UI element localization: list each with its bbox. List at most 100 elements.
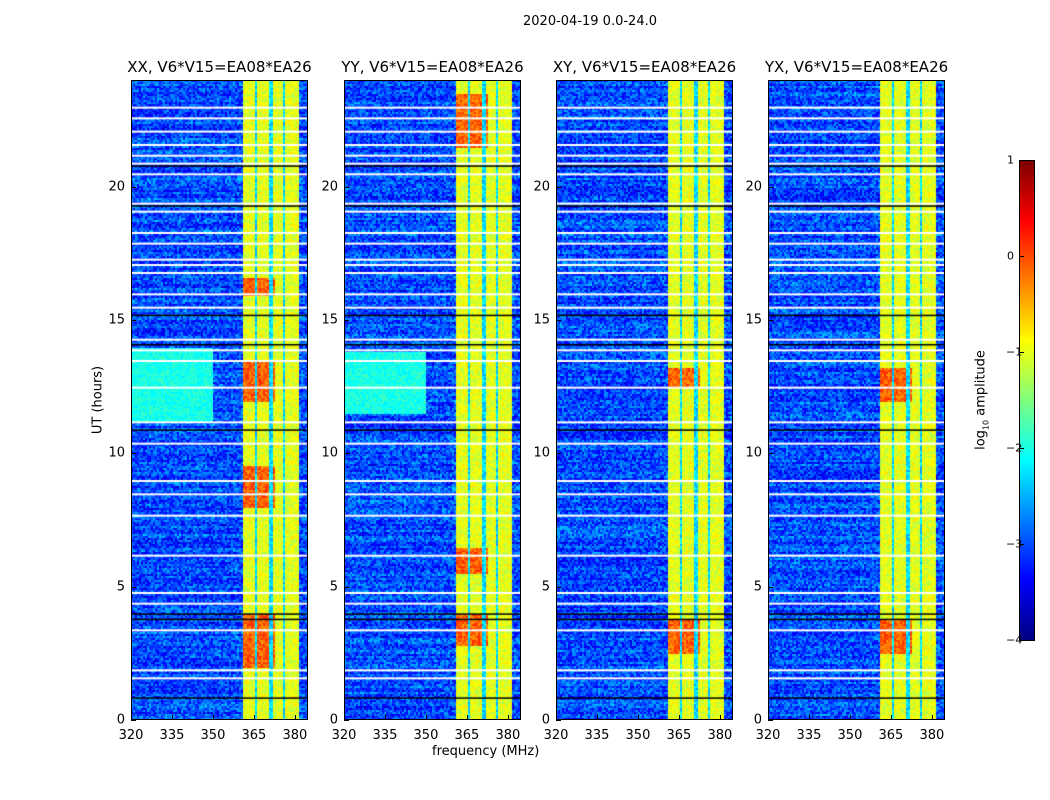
colorbar-tick-label: −2 [1006, 441, 1023, 455]
x-tick-mark [596, 715, 598, 720]
x-tick-mark [294, 715, 296, 720]
y-tick-mark [131, 453, 136, 455]
y-tick-mark [556, 320, 561, 321]
x-tick-mark [808, 715, 810, 720]
x-tick-label: 335 [372, 728, 398, 743]
colorbar-tick-mark [1019, 352, 1024, 353]
colorbar-tick-label: 1 [1007, 153, 1014, 167]
x-tick-mark [849, 715, 851, 720]
y-tick-mark [344, 320, 349, 321]
y-tick-label: 15 [108, 312, 125, 328]
x-tick-label: 350 [625, 728, 651, 743]
panel-title: YX, V6*V15=EA08*EA26 [764, 58, 949, 76]
x-tick-label: 320 [543, 728, 569, 743]
y-tick-label: 10 [321, 445, 338, 461]
x-tick-mark [425, 715, 427, 720]
y-tick-mark [131, 586, 136, 588]
y-tick-mark [768, 586, 773, 588]
y-tick-label: 20 [745, 179, 762, 195]
y-tick-mark [556, 720, 561, 721]
waterfall-panel: YY, V6*V15=EA08*EA26 320 335 350 365 380 0 5 10 1… [321, 58, 523, 743]
y-tick-mark [344, 186, 349, 188]
colorbar-tick-label: 0 [1007, 249, 1014, 263]
colorbar-tick-mark [1019, 256, 1024, 257]
y-tick-label: 0 [116, 712, 125, 728]
x-tick-mark [768, 715, 769, 720]
y-tick-mark [344, 586, 349, 588]
panel-title: YY, V6*V15=EA08*EA26 [341, 58, 524, 76]
x-tick-label: 365 [878, 728, 904, 743]
heatmap-image [768, 80, 945, 720]
y-tick-label: 0 [329, 712, 338, 728]
x-tick-mark [507, 715, 509, 720]
x-tick-label: 365 [241, 728, 267, 743]
y-tick-label: 15 [745, 312, 762, 328]
x-tick-mark [212, 715, 214, 720]
y-tick-mark [768, 320, 773, 321]
x-tick-label: 380 [919, 728, 945, 743]
panel-title: XX, V6*V15=EA08*EA26 [127, 58, 312, 76]
x-tick-mark [344, 715, 345, 720]
x-tick-mark [131, 715, 132, 720]
y-tick-mark [768, 720, 773, 721]
x-tick-label: 380 [282, 728, 308, 743]
y-tick-mark [344, 720, 349, 721]
y-tick-mark [556, 186, 561, 188]
y-tick-mark [556, 453, 561, 455]
x-tick-mark [719, 715, 721, 720]
x-tick-mark [678, 715, 680, 720]
x-tick-label: 350 [200, 728, 226, 743]
y-tick-mark [131, 320, 136, 321]
x-tick-label: 320 [331, 728, 357, 743]
x-tick-label: 350 [413, 728, 439, 743]
y-tick-mark [344, 453, 349, 455]
panel-title: XY, V6*V15=EA08*EA26 [552, 58, 737, 76]
heatmap-image [131, 80, 308, 720]
x-tick-mark [890, 715, 892, 720]
x-tick-label: 350 [837, 728, 863, 743]
y-tick-label: 10 [108, 445, 125, 461]
x-tick-mark [253, 715, 255, 720]
x-tick-mark [931, 715, 933, 720]
colorbar [1019, 160, 1035, 641]
colorbar-tick-mark [1019, 640, 1024, 641]
y-tick-label: 5 [541, 579, 550, 595]
y-tick-mark [131, 720, 136, 721]
figure-title: 2020-04-19 0.0-24.0 [523, 14, 657, 29]
y-tick-label: 15 [321, 312, 338, 328]
y-tick-label: 10 [745, 445, 762, 461]
y-tick-mark [768, 186, 773, 188]
heatmap-image [556, 80, 733, 720]
x-tick-label: 380 [707, 728, 733, 743]
y-tick-label: 5 [329, 579, 338, 595]
colorbar-tick-label: −1 [1006, 345, 1023, 359]
waterfall-panel: XY, V6*V15=EA08*EA26 320 335 350 365 380 0 5 10 1… [533, 58, 736, 743]
y-tick-label: 5 [753, 579, 762, 595]
x-axis-label: frequency (MHz) [432, 744, 540, 759]
y-tick-label: 10 [533, 445, 550, 461]
x-tick-label: 335 [584, 728, 610, 743]
x-tick-label: 380 [495, 728, 521, 743]
x-tick-label: 335 [159, 728, 185, 743]
waterfall-panel: YX, V6*V15=EA08*EA26 320 335 350 365 380 0 5 10 1… [745, 58, 948, 743]
y-tick-label: 20 [533, 179, 550, 195]
x-tick-label: 320 [755, 728, 781, 743]
colorbar-tick-mark [1019, 544, 1024, 545]
y-tick-label: 5 [116, 579, 125, 595]
x-tick-label: 365 [454, 728, 480, 743]
x-tick-mark [384, 715, 386, 720]
heatmap-image [344, 80, 521, 720]
y-tick-label: 0 [753, 712, 762, 728]
y-tick-mark [131, 186, 136, 188]
colorbar-label: log10 amplitude [973, 350, 991, 450]
x-tick-mark [637, 715, 639, 720]
y-tick-label: 20 [108, 179, 125, 195]
x-tick-label: 335 [796, 728, 822, 743]
colorbar-tick-mark [1019, 160, 1024, 161]
y-tick-label: 15 [533, 312, 550, 328]
y-tick-label: 0 [541, 712, 550, 728]
waterfall-panel: XX, V6*V15=EA08*EA26 320 335 350 365 380 0 5 10 1… [108, 58, 311, 743]
y-tick-mark [768, 453, 773, 455]
x-tick-mark [171, 715, 173, 720]
colorbar-tick-mark [1019, 448, 1024, 449]
